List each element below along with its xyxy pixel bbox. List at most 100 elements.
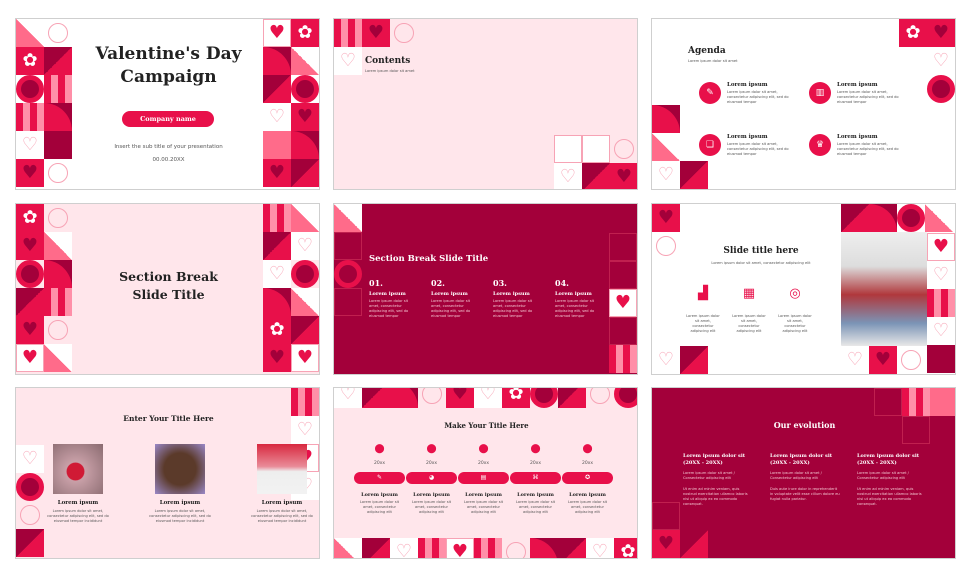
- heart-icon: ♥: [16, 344, 44, 372]
- triangle-tile: [334, 204, 362, 232]
- award-icon: ✪: [562, 472, 613, 484]
- item-list: [365, 97, 605, 101]
- triangle-tile: [263, 75, 291, 103]
- dark-tile: [334, 288, 362, 316]
- triangle-tile: [582, 163, 610, 189]
- card-heading: Lorem ipsum: [57, 500, 99, 506]
- dark-tile: [609, 261, 637, 289]
- gingham-tile: [902, 388, 930, 416]
- heart-outline-icon: ♡: [474, 388, 502, 408]
- slide-thumbnail-timeline[interactable]: ♡♥♡✿♡♥ ♡♥♡✿♥ Make Your Title Here ⬤ 20xx…: [333, 387, 638, 559]
- heart-icon: ♥: [610, 163, 637, 189]
- gingham-tile: [474, 538, 502, 558]
- item-text: Lorem ipsum dolor sit amet, consectetur …: [369, 299, 409, 318]
- slide-thumbnail-section-dark[interactable]: ♥ Section Break Slide Title 01. Lorem ip…: [333, 203, 638, 375]
- feature-item: ◎ Lorem ipsum dolor sit amet, consectetu…: [776, 286, 814, 334]
- item-number: 02.: [431, 278, 445, 288]
- card-text: Lorem ipsum dolor sit amet, consectetur …: [251, 509, 313, 523]
- triangle-tile: [291, 288, 319, 316]
- step-heading: Lorem ipsum: [517, 492, 554, 498]
- dark-tile: [927, 345, 955, 373]
- title-line-1: Section Break: [119, 269, 218, 284]
- feature-text: Lorem ipsum dolor sit amet, consectetur …: [732, 314, 766, 333]
- company-name-pill: Company name: [122, 111, 214, 127]
- contents-item: [365, 97, 419, 101]
- quarter-circle-tile: [390, 388, 418, 408]
- item-list: 01. Lorem ipsum Lorem ipsum dolor sit am…: [369, 278, 603, 319]
- ring-icon: [530, 388, 558, 408]
- decorative-tile-grid: ♡♥♡✿♡♥: [334, 388, 637, 408]
- quarter-circle-tile: [530, 538, 558, 558]
- section-item: 04. Lorem ipsum Lorem ipsum dolor sit am…: [555, 278, 603, 319]
- step-year: 20xx: [425, 461, 438, 466]
- agenda-item-text: Lorem ipsum dolor sit amet, consectetur …: [727, 90, 789, 104]
- triangle-tile: [925, 204, 953, 232]
- slide-title: Enter Your Title Here: [123, 414, 214, 423]
- browser-icon: ▤: [458, 472, 509, 484]
- slide-title: Make Your Title Here: [444, 421, 529, 430]
- circle-outline-icon: [652, 232, 680, 260]
- heart-outline-icon: ♡: [927, 261, 955, 289]
- column-line: Lorem ipsum dolor sit amet / Consectetur…: [770, 471, 822, 480]
- gingham-tile: [609, 345, 637, 373]
- item-list: ▟ Lorem ipsum dolor sit amet, consectetu…: [684, 286, 814, 334]
- decorative-tile-grid: [334, 204, 362, 316]
- step-heading: Lorem ipsum: [361, 492, 398, 498]
- photo-card: Lorem ipsum Lorem ipsum dolor sit amet, …: [149, 444, 211, 524]
- heart-icon: ♥: [16, 232, 44, 260]
- slide-thumbnail-our-evolution[interactable]: ♥ Our evolution Lorem ipsum dolor sit (2…: [651, 387, 956, 559]
- heart-icon: ♥: [652, 530, 680, 558]
- decorative-tile-grid: ♡♥♡✿♥: [334, 538, 637, 558]
- slide-title: Valentine's Day Campaign: [74, 43, 263, 89]
- quarter-circle-tile: [263, 288, 291, 316]
- heart-outline-icon: ♡: [927, 317, 955, 345]
- slide-thumbnail-title[interactable]: ✿ ♡ ♥ ♥ ✿ ♡ ♥ ♥ Valentine's Day Campaign Compa…: [15, 18, 320, 190]
- heart-icon: ♥: [446, 538, 474, 558]
- agenda-item: ▥ Lorem ipsum Lorem ipsum dolor sit amet…: [809, 82, 919, 105]
- slide-thumbnail-agenda[interactable]: ✿ ♥ ♡ ♡ Agenda Lorem ipsum dolor sit amet …: [651, 18, 956, 190]
- gingham-tile: [263, 204, 291, 232]
- document-icon: ✎: [699, 82, 721, 104]
- column-heading: Lorem ipsum dolor sit: [857, 453, 920, 459]
- location-pin-icon: ⬤: [582, 444, 593, 454]
- contents-item: [427, 97, 481, 101]
- gingham-tile: [16, 103, 44, 131]
- location-pin-icon: ⬤: [426, 444, 437, 454]
- decorative-tile-grid: ♡: [652, 346, 708, 374]
- decorative-tile-grid: [841, 204, 953, 232]
- contents-subtitle: Lorem ipsum dolor sit amet: [365, 69, 415, 73]
- ring-icon: [334, 260, 362, 288]
- agenda-item-text: Lorem ipsum dolor sit amet, consectetur …: [837, 142, 899, 156]
- triangle-tile: [291, 159, 319, 187]
- column-body: Ut enim ad minim veniam, quis nostrud ex…: [683, 487, 748, 506]
- step-heading: Lorem ipsum: [569, 492, 606, 498]
- slide-thumbnail-section-break[interactable]: ✿ ♥ ♥ ♥ ♡ ♡ ✿ ♥ ♥ Section Break Slide Title: [15, 203, 320, 375]
- slide-thumbnail-three-photos[interactable]: ♡♥♡ ♡ Enter Your Title Here Lorem ipsum …: [15, 387, 320, 559]
- item-list: ⬤ 20xx ✎ Lorem ipsum Lorem ipsum dolor s…: [354, 444, 613, 515]
- dark-tile: [609, 317, 637, 345]
- triangle-tile: [841, 204, 869, 232]
- slide-thumbnail-contents[interactable]: ♥ ♡ ♡ ♥ Contents Lorem ipsum dolor sit ame…: [333, 18, 638, 190]
- agenda-item: ❏ Lorem ipsum Lorem ipsum dolor sit amet…: [699, 134, 809, 157]
- dark-tile: [652, 502, 680, 530]
- step-year: 20xx: [581, 461, 594, 466]
- light-pink-tile: [263, 131, 291, 159]
- decorative-tile-grid: [874, 388, 955, 444]
- quarter-circle-tile: [44, 260, 72, 288]
- slide-thumbnail-slide-title-photo[interactable]: ♥ ♡ ♥ ♡ ♡ ♡ ♥ Slide title here Lorem ipsum …: [651, 203, 956, 375]
- dark-tile: [902, 416, 930, 444]
- triangle-tile: [291, 204, 319, 232]
- quarter-circle-tile: [263, 47, 291, 75]
- gingham-tile: [44, 288, 72, 316]
- heart-icon: ♥: [291, 103, 319, 131]
- outline-tile: [582, 135, 610, 163]
- bar-chart-icon: ▥: [809, 82, 831, 104]
- triangle-tile: [558, 388, 586, 408]
- decorative-tile-grid: ✿ ♥ ♡: [899, 19, 955, 103]
- triangle-tile: [652, 133, 680, 161]
- ring-icon: [16, 473, 44, 501]
- heart-icon: ♥: [263, 159, 291, 187]
- gingham-tile: [291, 388, 319, 416]
- clover-icon: ✿: [291, 19, 319, 47]
- triangle-tile: [680, 530, 708, 558]
